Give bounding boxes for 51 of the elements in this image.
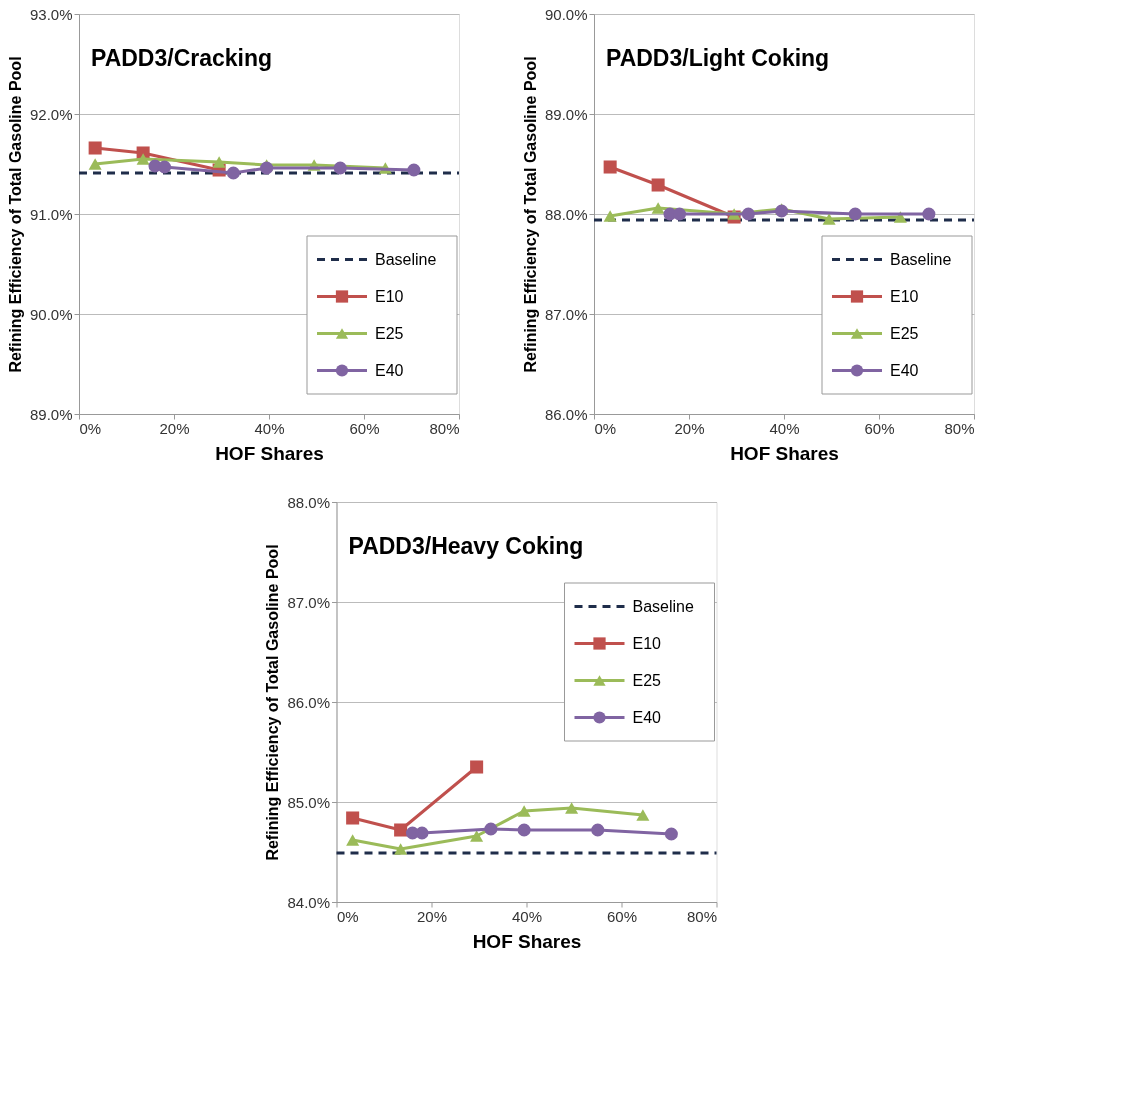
y-axis-title: Refining Efficiency of Total Gasoline Pool bbox=[521, 56, 539, 373]
x-tick-label: 0% bbox=[79, 419, 102, 437]
x-tick-label: 20% bbox=[416, 907, 448, 925]
legend-label: Baseline bbox=[632, 597, 694, 615]
text: PADD3/Light Coking bbox=[606, 45, 830, 71]
y-tick-label: 87.0% bbox=[287, 593, 330, 611]
x-tick-label: 80% bbox=[429, 419, 460, 437]
x-tick-label: 80% bbox=[944, 419, 975, 437]
legend-label: E40 bbox=[375, 361, 404, 379]
y-tick-label: 93.0% bbox=[29, 5, 73, 23]
y-tick-label: 88.0% bbox=[544, 205, 588, 223]
y-tick-label: 90.0% bbox=[29, 305, 73, 323]
legend-label: Baseline bbox=[890, 250, 952, 268]
x-axis-title: HOF Shares bbox=[730, 442, 839, 464]
y-tick-label: 86.0% bbox=[544, 405, 588, 423]
legend-label: E25 bbox=[890, 324, 919, 342]
x-tick-label: 0% bbox=[594, 419, 617, 437]
y-tick-label: 84.0% bbox=[287, 893, 330, 911]
x-tick-label: 40% bbox=[254, 419, 285, 437]
y-tick-label: 85.0% bbox=[287, 793, 330, 811]
y-tick-label: 90.0% bbox=[544, 5, 588, 23]
x-tick-label: 60% bbox=[864, 419, 895, 437]
x-tick-label: 40% bbox=[769, 419, 800, 437]
text: PADD3/Cracking bbox=[91, 45, 273, 71]
legend-label: E10 bbox=[890, 287, 919, 305]
legend-label: Baseline bbox=[375, 250, 437, 268]
x-tick-label: 60% bbox=[349, 419, 380, 437]
legend-label: E10 bbox=[632, 634, 662, 652]
x-axis-title: HOF Shares bbox=[215, 442, 324, 464]
y-tick-label: 89.0% bbox=[544, 105, 588, 123]
x-tick-label: 60% bbox=[606, 907, 638, 925]
x-tick-label: 80% bbox=[686, 907, 717, 925]
legend-label: E40 bbox=[632, 708, 662, 726]
y-axis-title: Refining Efficiency of Total Gasoline Pool bbox=[6, 56, 24, 373]
y-tick-label: 91.0% bbox=[29, 205, 73, 223]
x-tick-label: 40% bbox=[511, 907, 543, 925]
legend-label: E10 bbox=[375, 287, 404, 305]
y-tick-label: 87.0% bbox=[544, 305, 588, 323]
legend-label: E40 bbox=[890, 361, 919, 379]
y-axis-title: Refining Efficiency of Total Gasoline Pool bbox=[264, 544, 282, 861]
y-tick-label: 88.0% bbox=[287, 493, 330, 511]
x-tick-label: 0% bbox=[337, 907, 359, 925]
x-tick-label: 20% bbox=[159, 419, 190, 437]
y-tick-label: 86.0% bbox=[287, 693, 330, 711]
legend-label: E25 bbox=[632, 671, 662, 689]
text: PADD3/Heavy Coking bbox=[348, 533, 584, 559]
y-tick-label: 89.0% bbox=[29, 405, 73, 423]
legend-label: E25 bbox=[375, 324, 404, 342]
y-tick-label: 92.0% bbox=[29, 105, 73, 123]
x-tick-label: 20% bbox=[674, 419, 705, 437]
x-axis-title: HOF Shares bbox=[472, 930, 582, 952]
